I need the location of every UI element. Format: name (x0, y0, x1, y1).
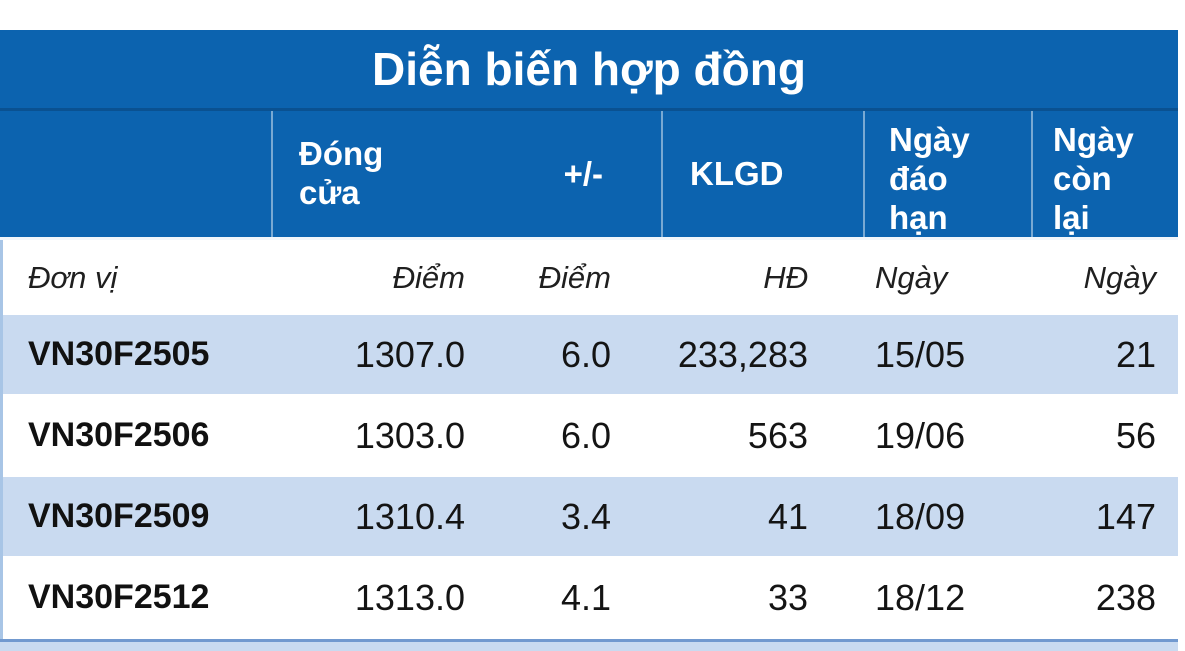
cell-change: 3.4 (560, 495, 611, 537)
cell-expiry: 19/06 (875, 414, 966, 456)
column-header-change: +/- (481, 111, 663, 237)
table-left-border (0, 240, 3, 639)
unit-label-volume: HĐ (763, 259, 808, 295)
cell-close: 1310.4 (354, 495, 465, 537)
cell-contract: VN30F2505 (28, 335, 210, 373)
unit-label-remaining: Ngày (1083, 259, 1156, 295)
table-header-row: Đóng cửa +/- KLGD Ngày đáo hạn Ngày còn … (0, 111, 1178, 240)
column-header-close-label: Đóng cửa (299, 135, 384, 211)
futures-contract-table: Diễn biến hợp đồng Đóng cửa +/- KLGD Ngà… (0, 30, 1178, 651)
cell-contract: VN30F2512 (28, 578, 210, 616)
table-row: VN30F2512 1313.0 4.1 33 18/12 238 (0, 558, 1178, 639)
table-row: VN30F2505 1307.0 6.0 233,283 15/05 21 (0, 315, 1178, 396)
next-row-peek-strip (0, 642, 1178, 651)
column-header-expiry: Ngày đáo hạn (865, 111, 1033, 237)
column-header-remaining: Ngày còn lại (1033, 111, 1178, 237)
cell-volume: 563 (747, 414, 808, 456)
unit-label-expiry: Ngày (875, 259, 948, 295)
column-header-close: Đóng cửa (273, 111, 481, 237)
cell-change: 6.0 (560, 333, 611, 375)
cell-remaining: 21 (1115, 333, 1156, 375)
cell-contract: VN30F2509 (28, 497, 210, 535)
cell-expiry: 15/05 (875, 333, 966, 375)
cell-remaining: 238 (1095, 576, 1156, 618)
table-title-bar: Diễn biến hợp đồng (0, 30, 1178, 111)
unit-label-contract: Đơn vị (28, 259, 118, 295)
units-row: Đơn vị Điểm Điểm HĐ Ngày Ngày (0, 240, 1178, 315)
column-header-contract (0, 111, 273, 237)
cell-change: 4.1 (560, 576, 611, 618)
cell-volume: 33 (767, 576, 808, 618)
cell-expiry: 18/09 (875, 495, 966, 537)
cell-close: 1303.0 (354, 414, 465, 456)
cell-close: 1313.0 (354, 576, 465, 618)
table-title: Diễn biến hợp đồng (372, 43, 806, 95)
column-header-change-label: +/- (563, 154, 603, 192)
cell-close: 1307.0 (354, 333, 465, 375)
column-header-volume: KLGD (663, 111, 865, 237)
cell-contract: VN30F2506 (28, 416, 210, 454)
column-header-remaining-label: Ngày còn lại (1053, 121, 1134, 236)
cell-volume: 233,283 (677, 333, 808, 375)
cell-volume: 41 (767, 495, 808, 537)
table-row: VN30F2506 1303.0 6.0 563 19/06 56 (0, 396, 1178, 477)
table-bottom-border (0, 639, 1178, 642)
unit-label-close: Điểm (392, 259, 465, 295)
cell-change: 6.0 (560, 414, 611, 456)
column-header-expiry-label: Ngày đáo hạn (889, 121, 970, 236)
unit-label-change: Điểm (538, 259, 611, 295)
column-header-volume-label: KLGD (690, 154, 784, 192)
table-row: VN30F2509 1310.4 3.4 41 18/09 147 (0, 477, 1178, 558)
cell-expiry: 18/12 (875, 576, 966, 618)
cell-remaining: 56 (1115, 414, 1156, 456)
cell-remaining: 147 (1095, 495, 1156, 537)
